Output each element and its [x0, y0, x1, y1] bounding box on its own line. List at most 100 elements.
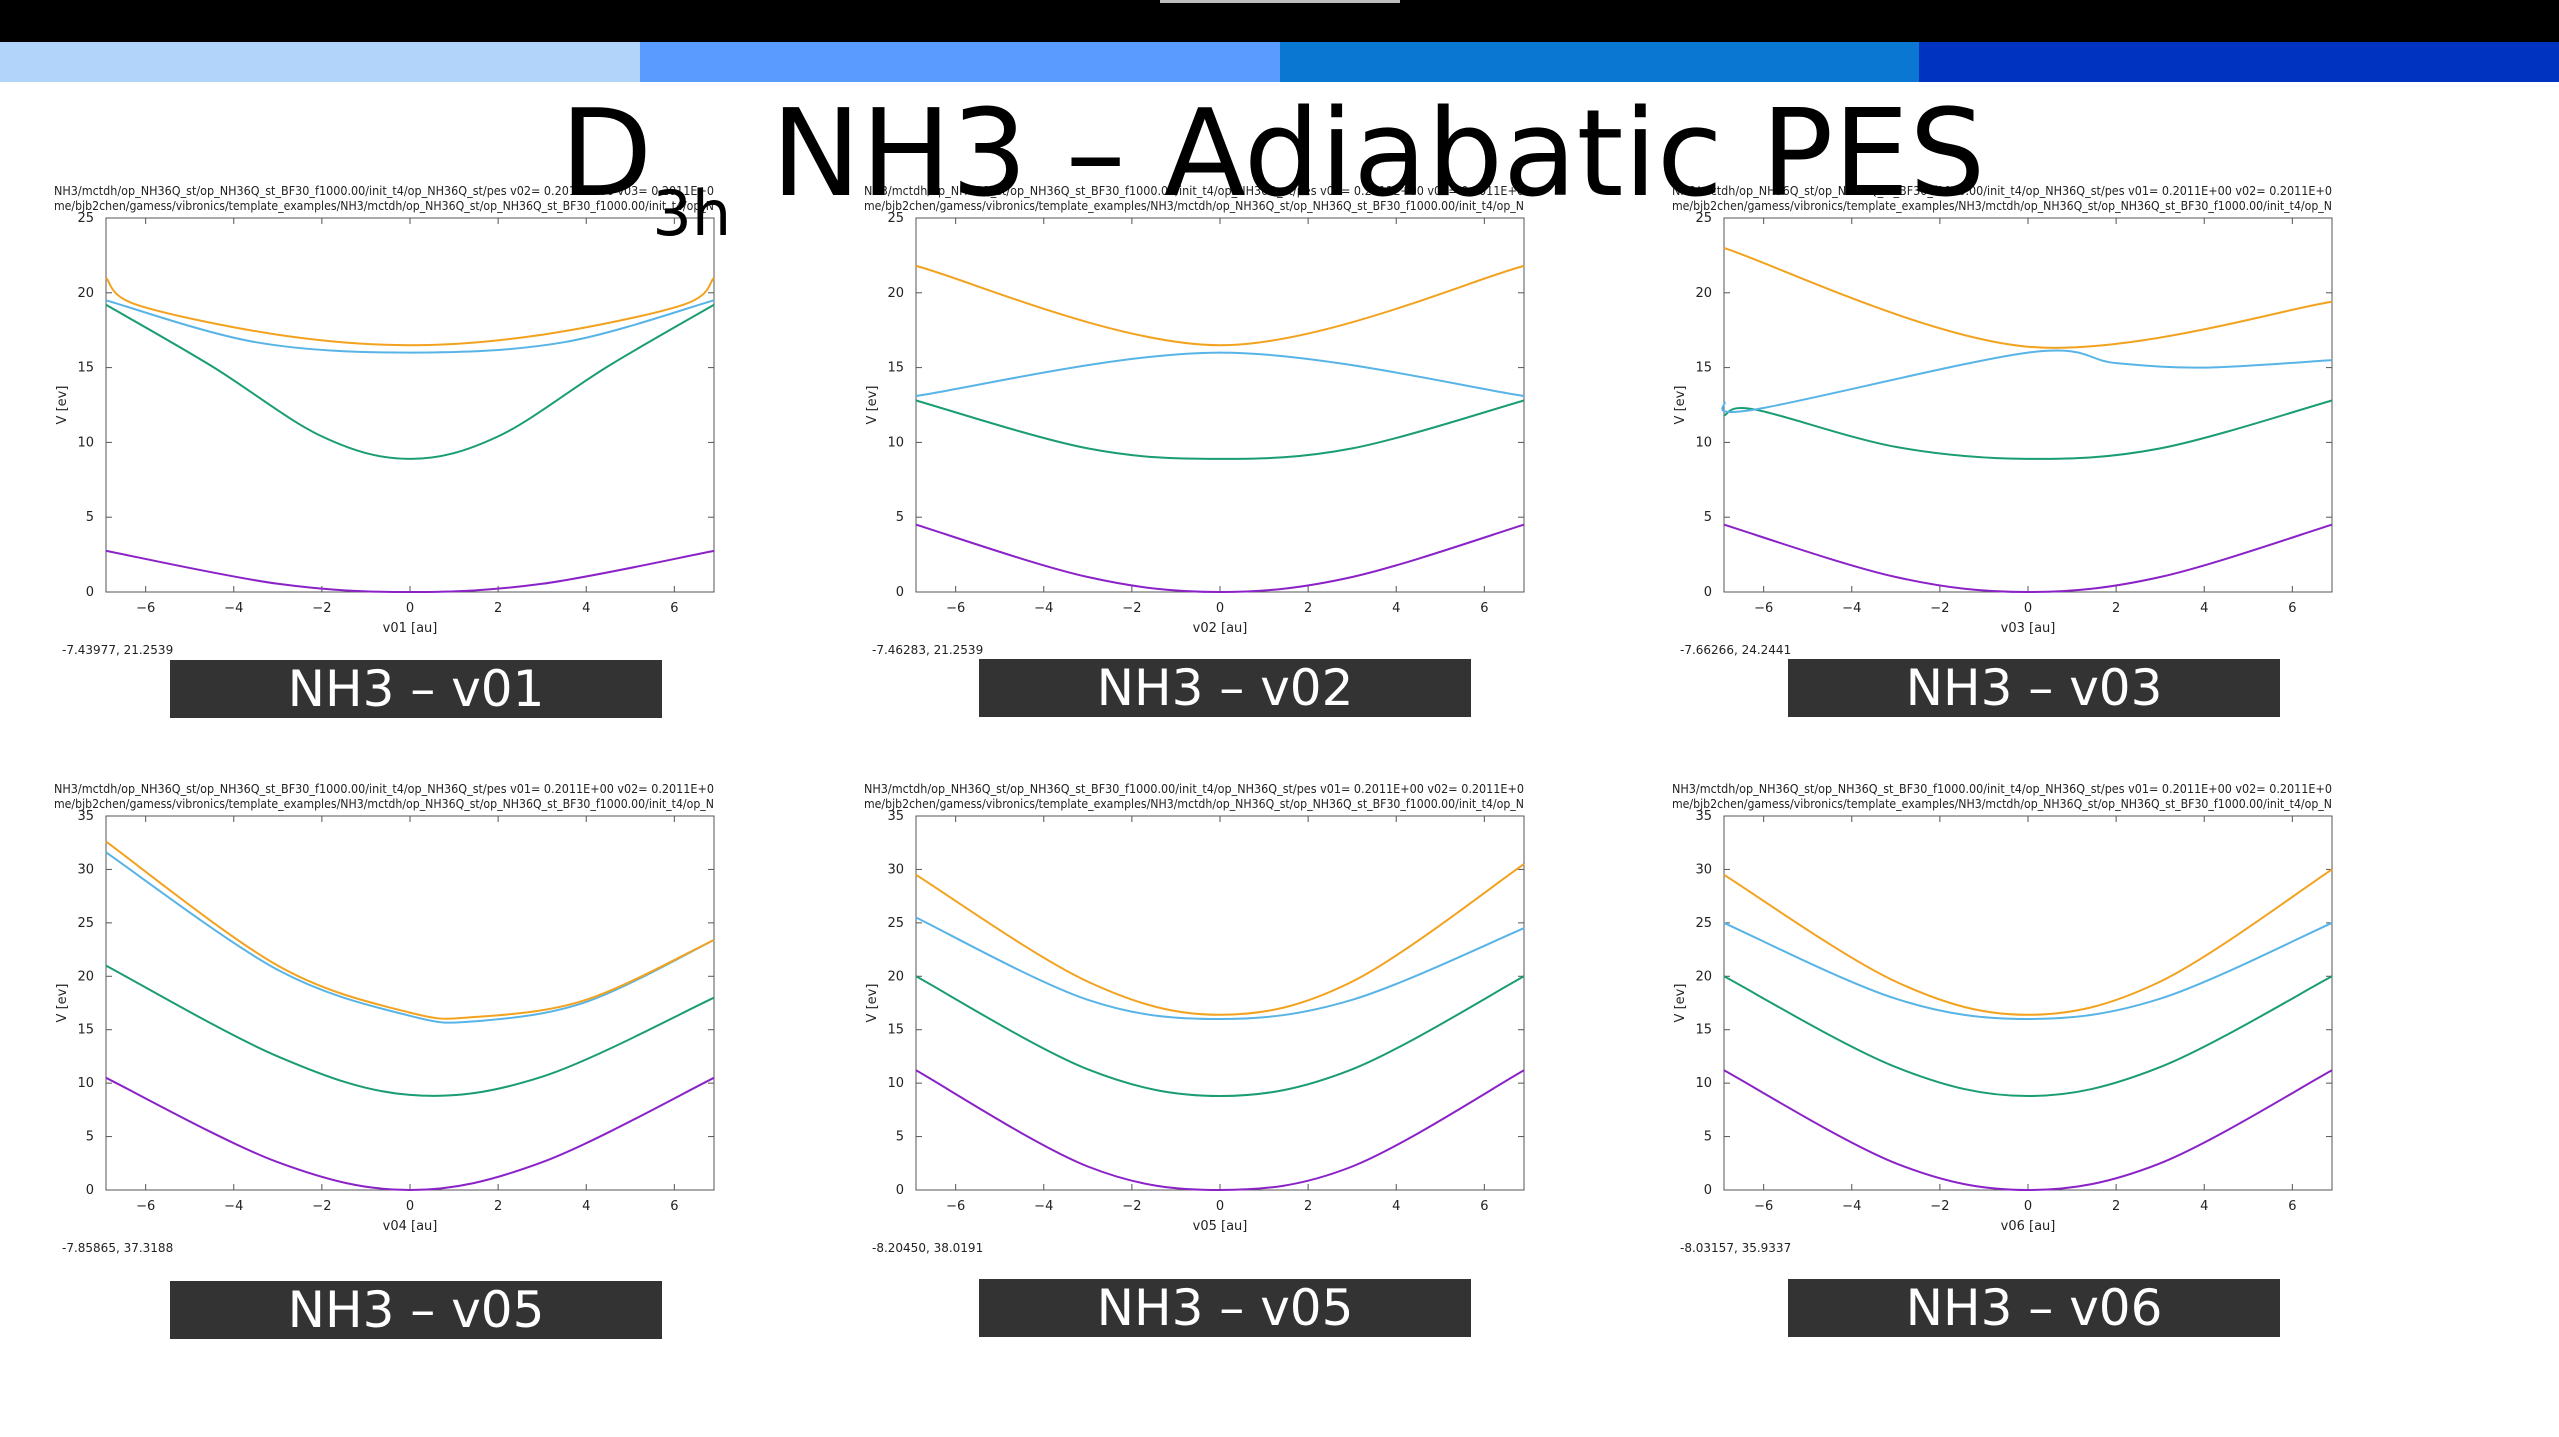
y-tick-label: 10	[887, 1076, 904, 1091]
y-tick-label: 20	[1695, 969, 1712, 984]
title-rest: NH3 – Adiabatic PES	[771, 85, 1986, 224]
y-tick-label: 10	[77, 1076, 94, 1091]
x-tick-label: 2	[2112, 601, 2120, 616]
x-tick-label: 6	[670, 601, 678, 616]
y-axis-label: V [ev]	[865, 984, 880, 1023]
x-tick-label: 0	[1216, 1199, 1224, 1214]
y-tick-label: 25	[887, 916, 904, 931]
plot-frame	[1723, 217, 2333, 593]
plot-header-line-1: NH3/mctdh/op_NH36Q_st/op_NH36Q_st_BF30_f…	[864, 184, 1524, 198]
x-axis-label: v03 [au]	[2001, 621, 2056, 636]
y-tick-label: 25	[1695, 916, 1712, 931]
y-tick-label: 0	[896, 1183, 904, 1198]
x-tick-label: −6	[136, 1199, 155, 1214]
x-tick-label: 2	[494, 1199, 502, 1214]
x-tick-label: 6	[1480, 601, 1488, 616]
y-tick-label: 25	[1695, 211, 1712, 226]
x-tick-label: 0	[2024, 601, 2032, 616]
y-tick-label: 10	[1695, 1076, 1712, 1091]
x-tick-label: 0	[406, 601, 414, 616]
plot-header-line-2: me/bjb2chen/gamess/vibronics/template_ex…	[1672, 199, 2332, 213]
x-tick-label: −4	[1034, 601, 1053, 616]
plot-panel-1: NH3/mctdh/op_NH36Q_st/op_NH36Q_st_BF30_f…	[52, 184, 722, 658]
plot-panel-6: NH3/mctdh/op_NH36Q_st/op_NH36Q_st_BF30_f…	[1670, 782, 2340, 1256]
series-line-3	[1723, 921, 2333, 1021]
x-tick-label: −6	[946, 1199, 965, 1214]
y-tick-label: 15	[77, 1023, 94, 1038]
x-tick-label: −4	[1842, 1199, 1861, 1214]
y-tick-label: 25	[887, 211, 904, 226]
series-line-4	[105, 840, 715, 1020]
chart-svg-5: NH3/mctdh/op_NH36Q_st/op_NH36Q_st_BF30_f…	[864, 782, 1525, 1255]
chart-svg-3: NH3/mctdh/op_NH36Q_st/op_NH36Q_st_BF30_f…	[1672, 184, 2333, 657]
x-tick-label: −2	[1930, 1199, 1949, 1214]
caption-v03: NH3 – v03	[1788, 659, 2280, 717]
plot-header-line-2: me/bjb2chen/gamess/vibronics/template_ex…	[864, 797, 1524, 811]
x-tick-label: 2	[1304, 601, 1312, 616]
y-tick-label: 25	[77, 211, 94, 226]
plot-footer-coords: -7.85865, 37.3188	[62, 1241, 173, 1255]
x-axis-label: v05 [au]	[1193, 1219, 1248, 1234]
series-line-3	[1721, 349, 2333, 413]
plot-frame	[915, 815, 1525, 1191]
y-tick-label: 10	[1695, 435, 1712, 450]
top-black-bar	[0, 0, 2559, 42]
caption-v04: NH3 – v05	[170, 1281, 662, 1339]
x-tick-label: 4	[582, 1199, 590, 1214]
x-tick-label: 4	[1392, 601, 1400, 616]
series-line-1	[915, 1069, 1525, 1192]
series-line-1	[105, 1076, 715, 1192]
y-tick-label: 0	[1704, 1183, 1712, 1198]
y-axis-label: V [ev]	[865, 386, 880, 425]
plot-footer-coords: -7.66266, 24.2441	[1680, 643, 1791, 657]
y-tick-label: 20	[887, 286, 904, 301]
title-subscript: 3h	[652, 177, 732, 250]
x-tick-label: −6	[1754, 1199, 1773, 1214]
plot-header-line-2: me/bjb2chen/gamess/vibronics/template_ex…	[54, 797, 714, 811]
y-axis-label: V [ev]	[55, 386, 70, 425]
y-tick-label: 15	[887, 361, 904, 376]
top-bar-notch	[1160, 0, 1400, 3]
series-line-3	[105, 299, 715, 354]
y-tick-label: 5	[1704, 510, 1712, 525]
chart-svg-1: NH3/mctdh/op_NH36Q_st/op_NH36Q_st_BF30_f…	[54, 184, 715, 657]
plot-header-line-1: NH3/mctdh/op_NH36Q_st/op_NH36Q_st_BF30_f…	[1672, 782, 2332, 796]
chart-svg-2: NH3/mctdh/op_NH36Q_st/op_NH36Q_st_BF30_f…	[864, 184, 1525, 657]
y-tick-label: 15	[1695, 361, 1712, 376]
plot-header-line-2: me/bjb2chen/gamess/vibronics/template_ex…	[864, 199, 1524, 213]
series-line-4	[915, 264, 1525, 347]
series-line-2	[1723, 975, 2333, 1098]
y-tick-label: 20	[77, 286, 94, 301]
x-tick-label: −2	[1122, 1199, 1141, 1214]
x-tick-label: −2	[1122, 601, 1141, 616]
band-segment-4	[1919, 42, 2559, 82]
y-tick-label: 0	[86, 585, 94, 600]
y-tick-label: 20	[887, 969, 904, 984]
x-tick-label: 0	[406, 1199, 414, 1214]
series-line-4	[105, 277, 715, 347]
series-line-2	[105, 964, 715, 1097]
x-axis-label: v02 [au]	[1193, 621, 1248, 636]
series-line-1	[1723, 1069, 2333, 1192]
x-tick-label: −6	[946, 601, 965, 616]
x-tick-label: 4	[582, 601, 590, 616]
y-tick-label: 15	[887, 1023, 904, 1038]
series-line-4	[915, 863, 1525, 1016]
chart-svg-4: NH3/mctdh/op_NH36Q_st/op_NH36Q_st_BF30_f…	[54, 782, 715, 1255]
series-line-2	[915, 399, 1525, 460]
y-axis-label: V [ev]	[55, 984, 70, 1023]
series-line-1	[1723, 523, 2333, 594]
y-tick-label: 30	[77, 862, 94, 877]
x-tick-label: 4	[2200, 601, 2208, 616]
plot-panel-5: NH3/mctdh/op_NH36Q_st/op_NH36Q_st_BF30_f…	[862, 782, 1532, 1256]
x-tick-label: 6	[670, 1199, 678, 1214]
y-tick-label: 15	[1695, 1023, 1712, 1038]
x-tick-label: −2	[312, 1199, 331, 1214]
caption-v05: NH3 – v05	[979, 1279, 1471, 1337]
series-line-1	[105, 549, 715, 594]
y-tick-label: 35	[1695, 809, 1712, 824]
x-tick-label: −2	[1930, 601, 1949, 616]
plot-footer-coords: -8.03157, 35.9337	[1680, 1241, 1791, 1255]
band-segment-3	[1279, 42, 1920, 82]
x-tick-label: 2	[494, 601, 502, 616]
